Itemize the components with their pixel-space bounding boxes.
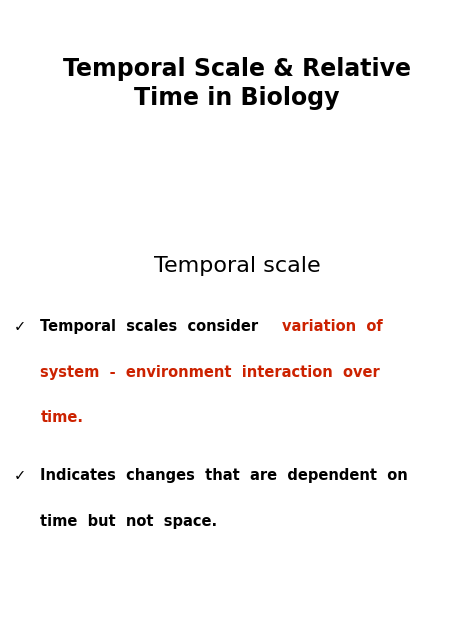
Text: Temporal scale: Temporal scale (154, 256, 320, 276)
Text: Indicates  changes  that  are  dependent  on: Indicates changes that are dependent on (40, 468, 408, 483)
Text: system  -  environment  interaction  over: system - environment interaction over (40, 365, 380, 380)
Text: Temporal  scales  consider: Temporal scales consider (40, 319, 264, 334)
Text: Temporal Scale & Relative
Time in Biology: Temporal Scale & Relative Time in Biolog… (63, 57, 411, 109)
Text: time  but  not  space.: time but not space. (40, 514, 218, 529)
Text: ✓: ✓ (14, 468, 27, 483)
Text: ✓: ✓ (14, 319, 27, 334)
Text: variation  of: variation of (282, 319, 383, 334)
Text: time.: time. (40, 410, 83, 425)
